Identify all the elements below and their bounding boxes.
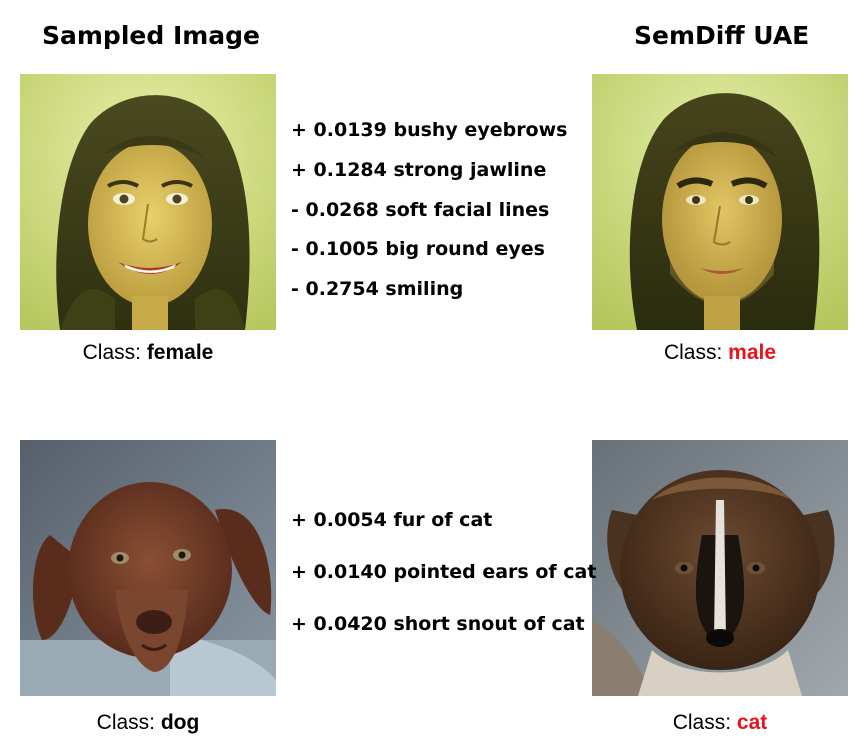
class-prefix: Class: <box>663 341 729 364</box>
sampled-face-image <box>20 74 276 330</box>
class-prefix: Class: <box>672 711 737 734</box>
sampled-dog-image <box>20 440 276 696</box>
class-value-dog: dog <box>160 711 200 734</box>
delta-short-snout-of-cat: + 0.0420 short snout of cat <box>291 613 585 635</box>
delta-smiling: - 0.2754 smiling <box>291 278 464 300</box>
edited-face-image <box>592 74 848 330</box>
delta-soft-facial-lines: - 0.0268 soft facial lines <box>291 199 550 221</box>
class-value-cat: cat <box>736 711 768 734</box>
delta-big-round-eyes: - 0.1005 big round eyes <box>291 238 545 260</box>
edited-cat-image <box>592 440 848 696</box>
delta-pointed-ears-of-cat: + 0.0140 pointed ears of cat <box>291 561 597 583</box>
edited-face-class-label: Class: male <box>592 341 848 365</box>
sampled-face-class-label: Class: female <box>20 341 276 365</box>
class-prefix: Class: <box>96 711 161 734</box>
class-prefix: Class: <box>82 341 147 364</box>
header-semdiff-uae: SemDiff UAE <box>634 21 810 50</box>
delta-strong-jawline: + 0.1284 strong jawline <box>291 159 547 181</box>
delta-fur-of-cat: + 0.0054 fur of cat <box>291 509 493 531</box>
delta-bushy-eyebrows: + 0.0139 bushy eyebrows <box>291 119 568 141</box>
class-value-female: female <box>146 341 214 364</box>
edited-cat-class-label: Class: cat <box>592 711 848 735</box>
class-value-male: male <box>728 341 777 364</box>
sampled-dog-class-label: Class: dog <box>20 711 276 735</box>
header-sampled-image: Sampled Image <box>42 21 261 50</box>
